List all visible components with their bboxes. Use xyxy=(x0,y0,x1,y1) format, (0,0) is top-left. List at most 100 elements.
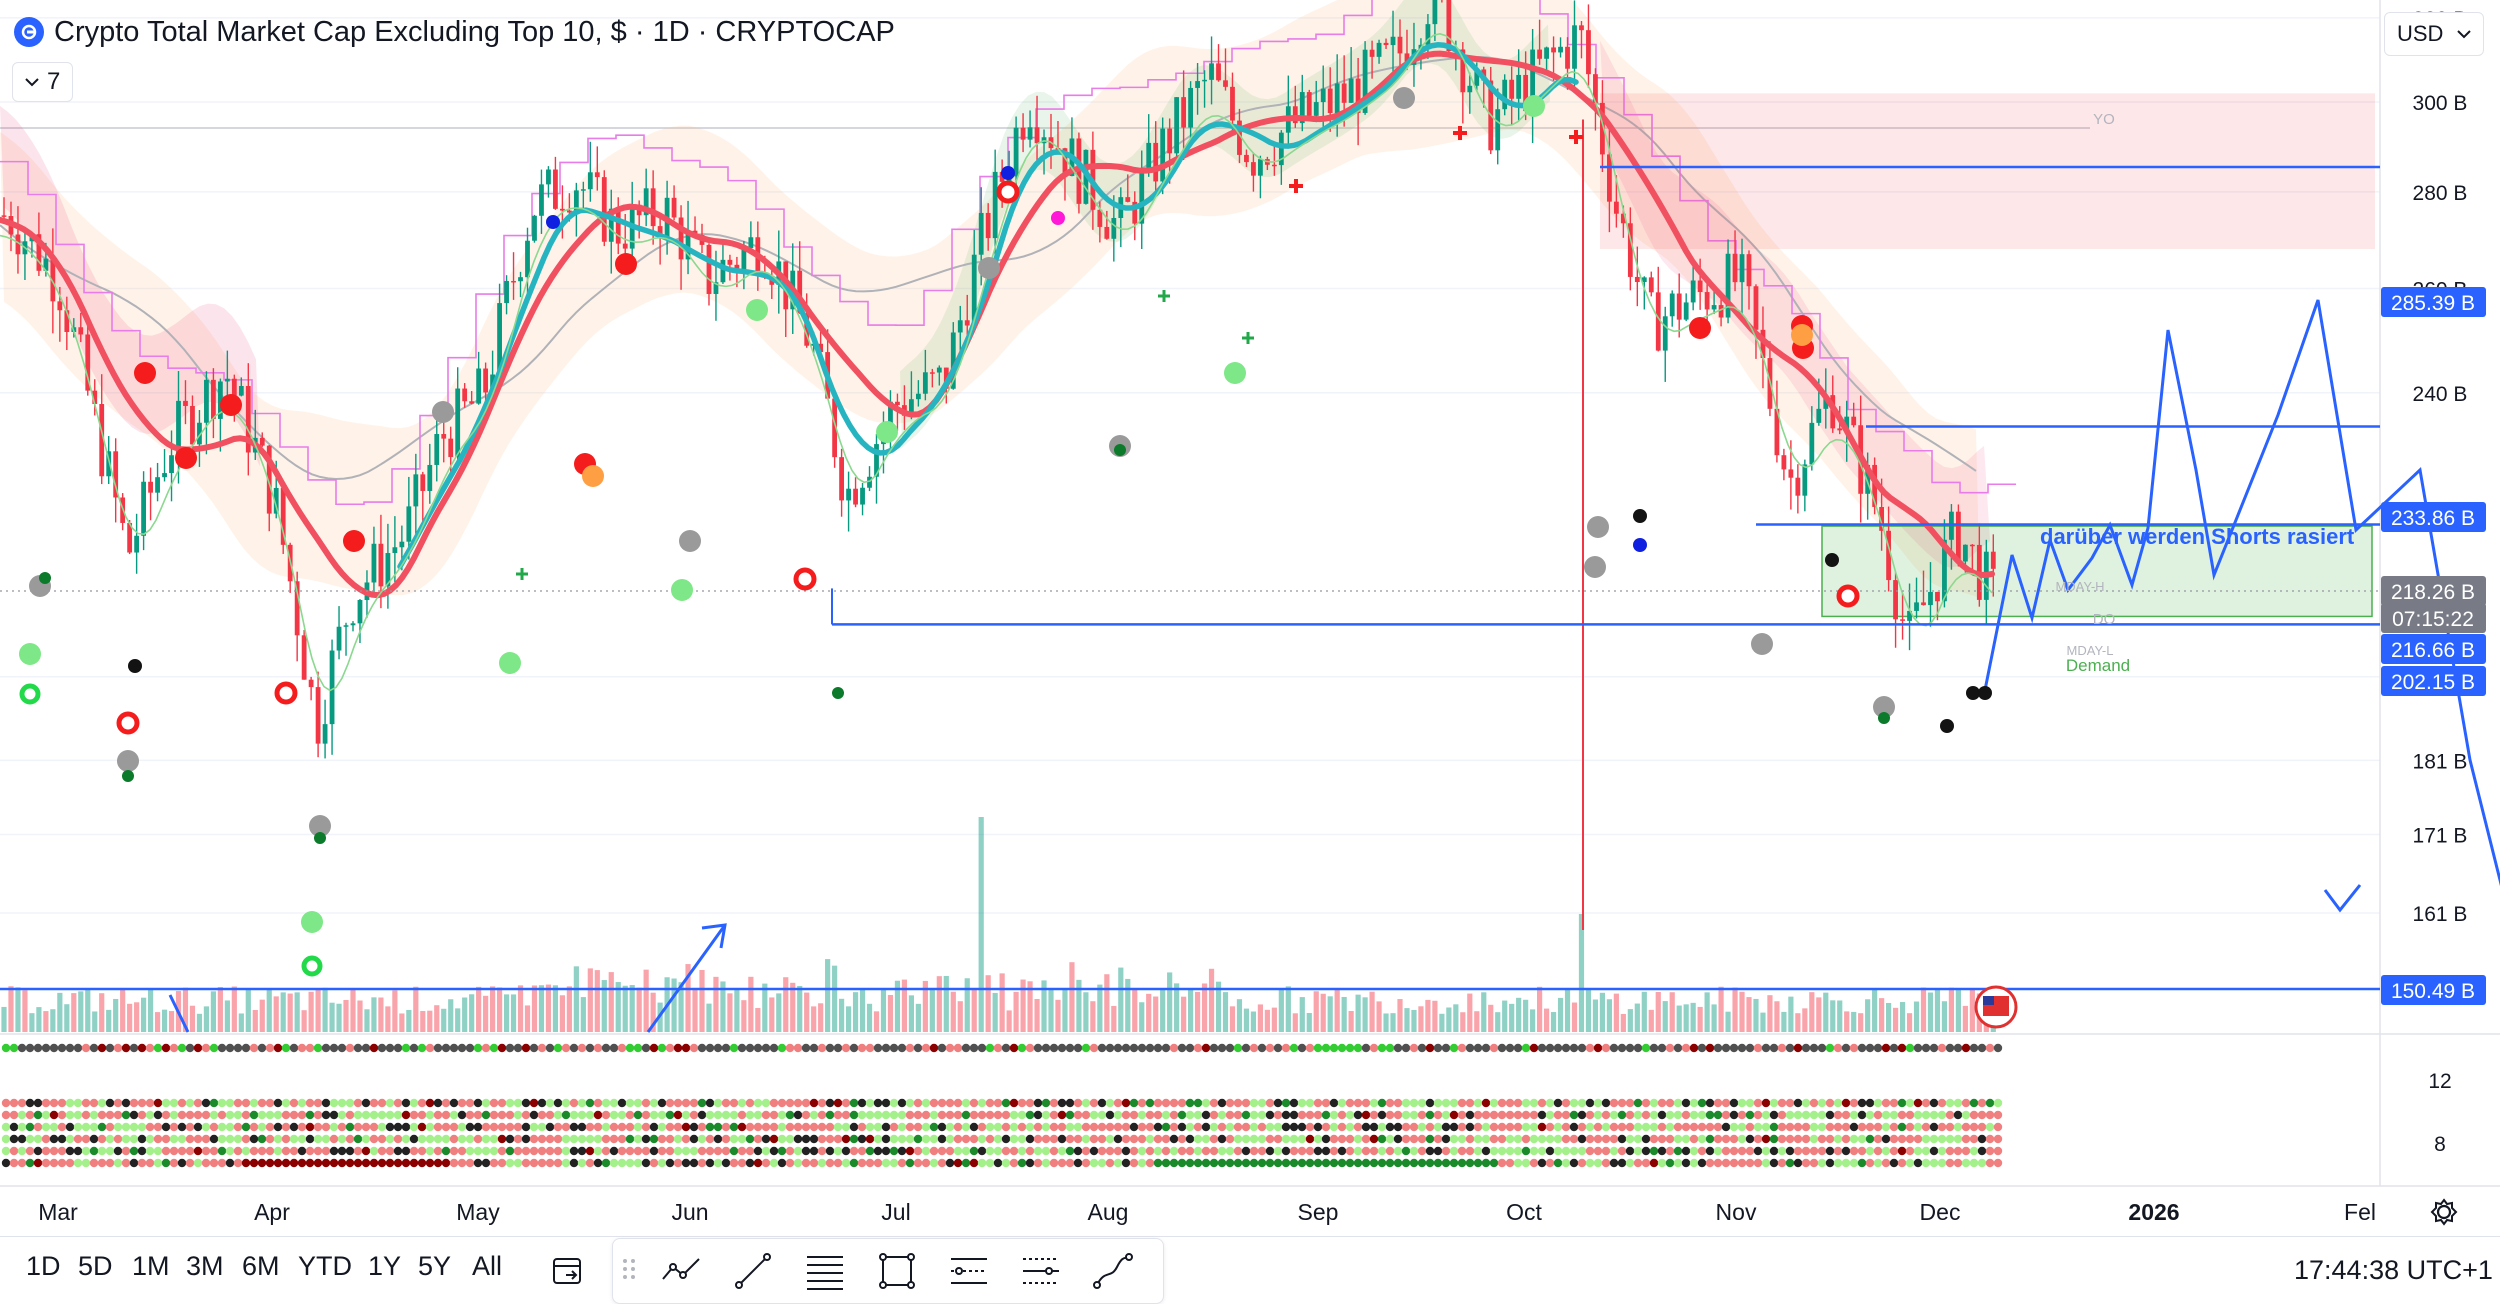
signal-dot-green xyxy=(876,421,898,443)
indicator-dot xyxy=(873,1043,883,1053)
indicator-dot xyxy=(1233,1134,1243,1144)
candle-body xyxy=(1474,69,1480,86)
indicator-dot xyxy=(249,1043,259,1053)
indicator-dot xyxy=(1081,1098,1091,1108)
timeframe-6m[interactable]: 6M xyxy=(242,1251,280,1281)
indicator-dot xyxy=(1665,1158,1675,1168)
indicator-dot xyxy=(305,1110,315,1120)
timeframe-5y[interactable]: 5Y xyxy=(418,1251,452,1281)
indicator-dot xyxy=(1497,1098,1507,1108)
indicator-dot xyxy=(73,1043,83,1053)
timeframe-1y[interactable]: 1Y xyxy=(368,1251,402,1281)
indicator-dot xyxy=(689,1158,699,1168)
volume-bar xyxy=(231,986,237,1032)
short-position-icon[interactable] xyxy=(1019,1249,1063,1293)
candle-body xyxy=(1020,127,1026,140)
indicators-toggle-button[interactable]: 7 xyxy=(12,62,74,102)
indicator-dot xyxy=(1497,1043,1507,1053)
volume-bar xyxy=(1104,974,1110,1032)
trend-line-icon[interactable] xyxy=(731,1249,775,1293)
trend-angle-icon[interactable] xyxy=(659,1249,703,1293)
indicator-dot xyxy=(1833,1146,1843,1156)
currency-select[interactable]: USD xyxy=(2384,12,2484,56)
annotations: darüber werden Shorts rasiertDemandYODOM… xyxy=(2040,111,2355,675)
candle-body xyxy=(846,488,851,501)
date-range-icon[interactable] xyxy=(548,1251,588,1291)
volume-bar xyxy=(811,1006,817,1032)
volume-bar xyxy=(1823,992,1829,1032)
timeframe-1d[interactable]: 1D xyxy=(26,1251,61,1281)
indicator-dot xyxy=(809,1122,819,1132)
timeframe-1m[interactable]: 1M xyxy=(132,1251,170,1281)
indicator-dot xyxy=(1217,1110,1227,1120)
indicator-dot xyxy=(641,1146,651,1156)
indicator-dot xyxy=(1209,1110,1219,1120)
indicator-dot xyxy=(569,1122,579,1132)
indicator-dot xyxy=(521,1146,531,1156)
indicator-dot xyxy=(1329,1122,1339,1132)
timeframe-ytd[interactable]: YTD xyxy=(298,1251,352,1281)
indicator-dot xyxy=(913,1043,923,1053)
symbol-title[interactable]: Crypto Total Market Cap Excluding Top 10… xyxy=(54,15,895,48)
indicator-dot xyxy=(1401,1110,1411,1120)
indicator-dot xyxy=(1041,1043,1051,1053)
utc-clock[interactable]: 17:44:38 UTC+1 xyxy=(2294,1255,2493,1285)
candle-body xyxy=(1202,79,1207,82)
indicator-dot xyxy=(833,1098,843,1108)
volume-bar xyxy=(1851,1011,1857,1032)
candle-body xyxy=(378,543,384,587)
drag-handle-icon[interactable] xyxy=(621,1257,637,1285)
indicator-dot xyxy=(1009,1110,1019,1120)
price-tag-label: 285.39 B xyxy=(2391,292,2475,315)
timeframe-all[interactable]: All xyxy=(472,1251,503,1281)
candle-body xyxy=(1844,416,1850,431)
fib-retracement-icon[interactable] xyxy=(803,1249,847,1293)
indicator-dot xyxy=(65,1098,75,1108)
indicator-dot xyxy=(745,1110,755,1120)
volume-bar xyxy=(1146,993,1152,1032)
settings-gear-icon[interactable] xyxy=(2424,1192,2464,1232)
indicator-dot xyxy=(649,1158,659,1168)
indicator-dot xyxy=(1289,1098,1299,1108)
indicator-dot xyxy=(953,1122,963,1132)
indicator-dot xyxy=(689,1043,699,1053)
volume-bar xyxy=(531,985,538,1032)
long-position-icon[interactable] xyxy=(947,1249,991,1293)
indicator-dot xyxy=(353,1122,363,1132)
signal-dot-grey xyxy=(1751,633,1773,655)
timeframe-5d[interactable]: 5D xyxy=(78,1251,113,1281)
indicator-dot xyxy=(1017,1122,1027,1132)
indicator-dot xyxy=(1577,1043,1587,1053)
timeframe-3m[interactable]: 3M xyxy=(186,1251,224,1281)
volume-bar xyxy=(1564,989,1571,1032)
indicator-dot xyxy=(329,1043,339,1053)
path-icon[interactable] xyxy=(1091,1249,1135,1293)
indicator-dot xyxy=(601,1122,611,1132)
indicator-dot xyxy=(1217,1134,1227,1144)
indicator-dot xyxy=(265,1110,275,1120)
indicator-dot xyxy=(881,1043,891,1053)
indicator-dot xyxy=(1729,1146,1739,1156)
indicator-dot xyxy=(897,1043,907,1053)
volume-bar xyxy=(1006,1010,1012,1032)
volume-bar xyxy=(1481,992,1487,1032)
time-axis[interactable]: Mar Apr May Jun Jul Aug Sep Oct Nov Dec 2026 Fel xyxy=(0,1186,2500,1234)
rectangle-icon[interactable] xyxy=(875,1249,919,1293)
indicator-dot xyxy=(649,1110,659,1120)
indicator-dot xyxy=(1361,1098,1371,1108)
indicator-dot xyxy=(1225,1146,1235,1156)
volume-bar xyxy=(1662,1001,1668,1032)
indicator-dot xyxy=(1713,1110,1723,1120)
indicator-dot xyxy=(385,1158,395,1168)
indicator-dot xyxy=(1513,1134,1523,1144)
indicator-dot xyxy=(1305,1110,1315,1120)
indicator-dot xyxy=(1449,1098,1459,1108)
indicator-dot xyxy=(105,1122,115,1132)
volume-bar xyxy=(1557,997,1564,1032)
indicator-dot xyxy=(409,1122,419,1132)
indicator-dot xyxy=(1697,1146,1707,1156)
volume-bar xyxy=(1641,991,1647,1032)
indicator-dot xyxy=(65,1043,75,1053)
indicator-dot xyxy=(865,1122,875,1132)
